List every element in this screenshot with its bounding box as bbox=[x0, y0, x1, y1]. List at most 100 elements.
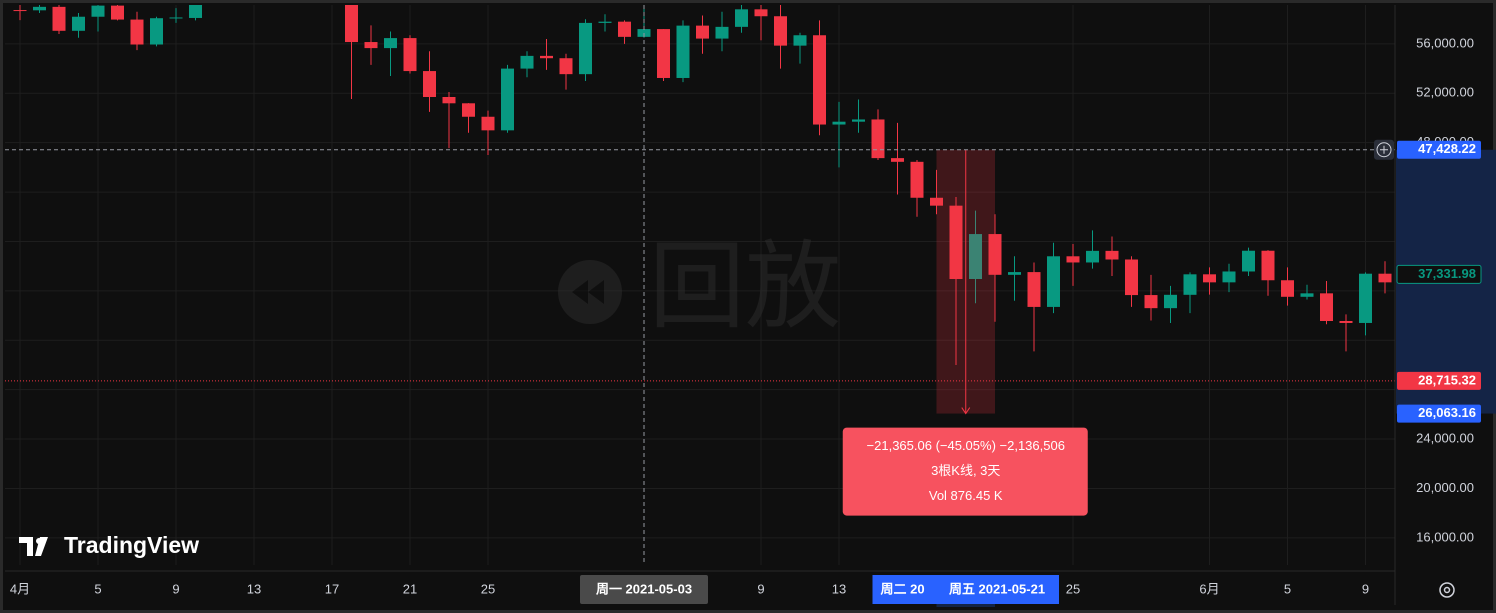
candle-body bbox=[111, 5, 124, 20]
logo: TradingView bbox=[19, 532, 199, 558]
x-tick-label: 9 bbox=[172, 581, 179, 596]
candle-body bbox=[540, 55, 553, 59]
candle-body bbox=[696, 25, 709, 39]
candle-body bbox=[1183, 274, 1197, 295]
candle-body bbox=[715, 26, 729, 39]
price-tag-text: 37,331.98 bbox=[1418, 266, 1476, 281]
price-tag-text: 47,428.22 bbox=[1418, 141, 1476, 156]
candle-body bbox=[520, 55, 534, 69]
candle-body bbox=[1261, 250, 1275, 281]
x-tick-label: 6月 bbox=[1199, 581, 1219, 596]
candle-body bbox=[1086, 250, 1099, 263]
price-tag-text: 26,063.16 bbox=[1418, 405, 1476, 420]
candle-body bbox=[793, 35, 807, 46]
x-tick-label: 21 bbox=[403, 581, 417, 596]
candle-body bbox=[169, 17, 183, 19]
candle-body bbox=[871, 119, 885, 159]
add-button-icon[interactable] bbox=[1376, 142, 1392, 158]
y-tick-label: 20,000.00 bbox=[1416, 480, 1474, 495]
x-tick-label: 5 bbox=[94, 581, 101, 596]
y-tick-label: 16,000.00 bbox=[1416, 529, 1474, 544]
logo-text: TradingView bbox=[64, 532, 199, 558]
price-tag bbox=[1397, 404, 1481, 423]
x-tick-label: 9 bbox=[1362, 581, 1369, 596]
candle-body bbox=[72, 16, 85, 31]
measure-tooltip bbox=[842, 427, 1088, 516]
candle-body bbox=[33, 6, 46, 11]
candle-body bbox=[1203, 274, 1216, 283]
measure-tooltip-text: Vol 876.45 K bbox=[929, 488, 1003, 503]
candle-body bbox=[891, 158, 904, 162]
x-tick-label: 4月 bbox=[10, 581, 30, 596]
candle-body bbox=[618, 21, 631, 37]
measure-start-tag bbox=[872, 575, 937, 604]
candle-body bbox=[481, 116, 495, 131]
y-tick-label: 24,000.00 bbox=[1416, 430, 1474, 445]
candle-body bbox=[910, 161, 924, 198]
x-tick-label: 5 bbox=[1284, 581, 1291, 596]
candle-body bbox=[1105, 250, 1119, 260]
measure-end-text: 周五 2021-05-21 bbox=[949, 581, 1045, 596]
candle-body bbox=[13, 10, 27, 12]
candle-body bbox=[91, 5, 105, 17]
candle-body bbox=[1339, 320, 1353, 323]
candle-body bbox=[1164, 294, 1177, 309]
candle-body bbox=[559, 58, 573, 75]
crosshair-date-text: 周一 2021-05-03 bbox=[596, 581, 692, 596]
candle-body bbox=[1008, 272, 1021, 275]
add-button-icon[interactable] bbox=[1380, 145, 1388, 154]
measure-arrow-head bbox=[961, 407, 971, 415]
candle-body bbox=[403, 38, 417, 72]
candle-body bbox=[1144, 295, 1158, 309]
settings-icon[interactable] bbox=[1439, 582, 1455, 598]
measure-end-tag bbox=[936, 575, 1059, 604]
candle-body bbox=[150, 18, 163, 45]
candle-body bbox=[1027, 272, 1041, 307]
candle-body bbox=[1242, 250, 1255, 272]
candle-body bbox=[130, 19, 144, 45]
candle-body bbox=[1125, 259, 1138, 296]
candle-body bbox=[579, 22, 592, 75]
price-tag bbox=[1397, 140, 1481, 159]
candle-body bbox=[384, 38, 397, 49]
price-tag-text: 28,715.32 bbox=[1418, 372, 1476, 387]
candle-body bbox=[949, 205, 963, 280]
price-tag bbox=[1397, 371, 1481, 390]
candle-body bbox=[345, 5, 358, 43]
candle-body bbox=[657, 29, 670, 78]
candle-body bbox=[832, 121, 846, 125]
watermark-text: 回放 bbox=[649, 233, 841, 340]
candle-body bbox=[189, 5, 202, 18]
measure-tooltip-text: 3根K线, 3天 bbox=[931, 463, 1000, 478]
candle-body bbox=[1066, 256, 1080, 263]
candle-body bbox=[501, 68, 514, 131]
candle-body bbox=[52, 6, 66, 31]
candle-body bbox=[364, 42, 378, 49]
crosshair-date-tag bbox=[580, 575, 708, 604]
candle-body bbox=[1047, 256, 1060, 307]
y-tick-label: 56,000.00 bbox=[1416, 35, 1474, 50]
candle-body bbox=[598, 21, 612, 23]
y-tick-label: 52,000.00 bbox=[1416, 85, 1474, 100]
candle-body bbox=[1378, 273, 1392, 283]
candle-body bbox=[969, 234, 982, 280]
candle-body bbox=[813, 35, 826, 125]
measure-tooltip-text: −21,365.06 (−45.05%) −2,136,506 bbox=[867, 438, 1065, 453]
background bbox=[3, 3, 1493, 610]
x-tick-label: 13 bbox=[832, 581, 846, 596]
candle-body bbox=[852, 119, 865, 122]
measure-start-text: 周二 20 bbox=[881, 581, 925, 596]
watermark: 回放 bbox=[558, 233, 841, 340]
x-tick-label: 25 bbox=[481, 581, 495, 596]
price-tag bbox=[1396, 264, 1482, 284]
candle-body bbox=[1320, 293, 1333, 321]
candle-body bbox=[676, 25, 690, 78]
candle-body bbox=[735, 9, 748, 27]
candle-body bbox=[637, 29, 651, 37]
candle-body bbox=[1359, 273, 1372, 323]
candle-body bbox=[423, 71, 436, 97]
candle-body bbox=[1300, 293, 1314, 297]
candle-body bbox=[462, 103, 475, 117]
